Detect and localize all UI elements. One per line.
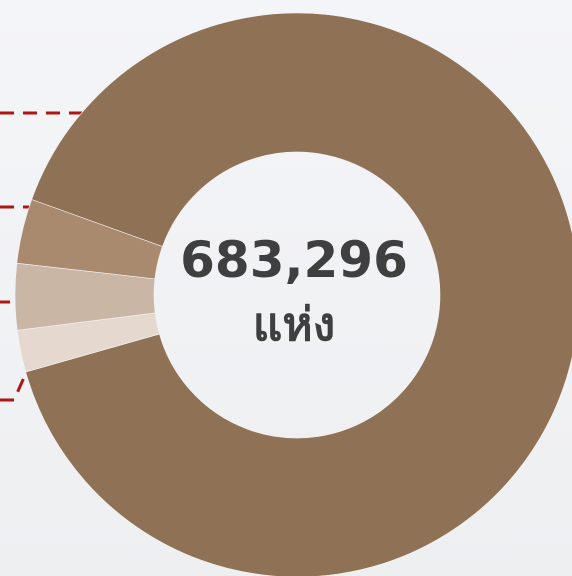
donut-slice	[25, 12, 572, 576]
center-value: 683,296	[180, 231, 408, 289]
donut-slice	[16, 199, 163, 280]
center-unit: แห่ง	[253, 297, 335, 351]
slices	[14, 12, 572, 576]
leader-line	[0, 372, 28, 402]
leader-lines	[0, 111, 82, 402]
